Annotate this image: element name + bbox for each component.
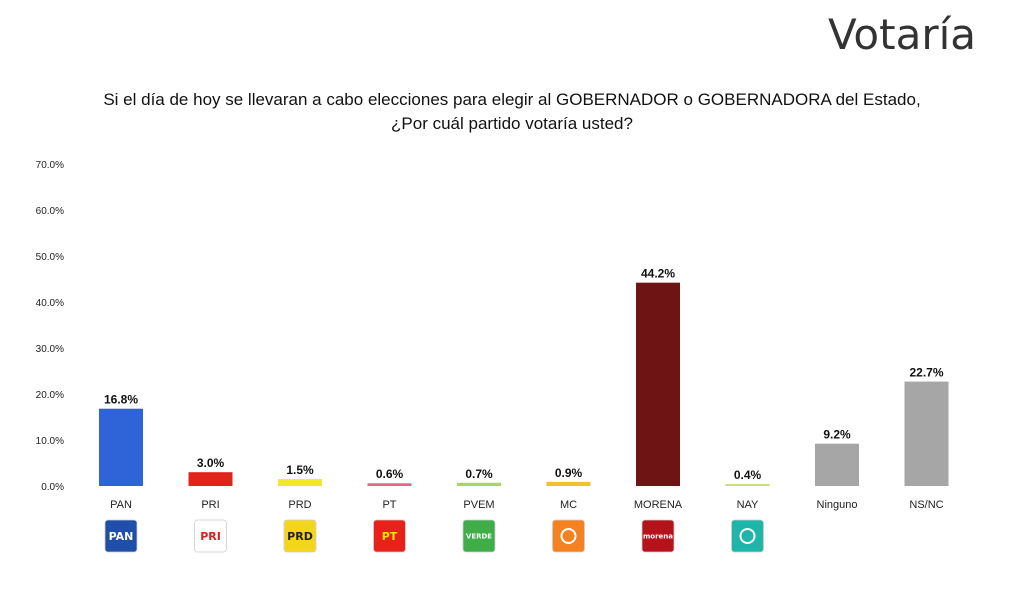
data-label: 16.8% — [104, 393, 138, 407]
bar-pvem — [457, 482, 501, 486]
mc-logo-icon-mark — [560, 528, 577, 544]
bar-pan — [99, 408, 143, 486]
nay-logo-icon — [731, 519, 764, 553]
nay-logo-icon-mark — [739, 528, 756, 544]
y-tick-label: 10.0% — [36, 436, 64, 447]
pan-logo-icon-text: PAN — [109, 530, 134, 543]
data-label: 3.0% — [197, 456, 225, 470]
x-tick-label: PVEM — [463, 499, 494, 511]
data-label: 0.7% — [465, 467, 493, 481]
question-line-2: ¿Por cuál partido votaría usted? — [391, 114, 633, 133]
bar-nsnc — [904, 381, 949, 486]
x-tick-label: NS/NC — [909, 499, 943, 511]
brand-title: Votaría — [827, 10, 976, 59]
bar-prd — [278, 479, 322, 486]
prd-logo-icon-text: PRD — [287, 530, 313, 543]
y-tick-label: 20.0% — [36, 390, 64, 401]
y-tick-label: 50.0% — [36, 252, 64, 263]
y-tick-label: 70.0% — [36, 160, 64, 171]
bar-morena — [636, 282, 680, 486]
bar-mc — [546, 481, 591, 486]
data-label: 0.4% — [734, 468, 762, 482]
x-tick-label: Ninguno — [817, 499, 858, 511]
data-label: 1.5% — [286, 463, 314, 477]
pvem-logo-icon-text: VERDE — [466, 533, 492, 541]
bar-pri — [188, 472, 233, 486]
pan-logo-icon — [104, 519, 138, 553]
x-tick-label: PRI — [201, 499, 219, 511]
pri-logo-icon-text: PRI — [200, 530, 221, 543]
x-tick-label: NAY — [737, 499, 759, 511]
data-label: 0.9% — [555, 466, 583, 480]
data-label: 22.7% — [909, 366, 943, 380]
question-line-1: Si el día de hoy se llevaran a cabo elec… — [103, 90, 921, 109]
pt-logo-icon — [373, 519, 406, 553]
data-label: 9.2% — [823, 428, 851, 442]
morena-logo-icon-text: morena — [643, 533, 673, 541]
y-tick-label: 60.0% — [36, 206, 64, 217]
y-tick-label: 0.0% — [41, 482, 64, 493]
pri-logo-icon — [194, 519, 227, 553]
pvem-logo-icon — [462, 519, 496, 553]
pt-logo-icon-text: PT — [382, 530, 398, 543]
x-tick-label: PT — [382, 499, 396, 511]
data-label: 44.2% — [641, 267, 675, 281]
data-label: 0.6% — [376, 467, 404, 481]
survey-question: Si el día de hoy se llevaran a cabo elec… — [40, 88, 984, 136]
y-tick-label: 30.0% — [36, 344, 64, 355]
y-tick-label: 40.0% — [36, 298, 64, 309]
x-tick-label: PRD — [288, 499, 311, 511]
prd-logo-icon — [283, 519, 317, 553]
bar-ninguno — [815, 443, 859, 486]
morena-logo-icon — [641, 519, 675, 553]
mc-logo-icon — [552, 519, 585, 553]
bar-nay — [725, 484, 770, 486]
x-tick-label: MORENA — [634, 499, 683, 511]
x-tick-label: MC — [560, 499, 577, 511]
x-tick-label: PAN — [110, 499, 132, 511]
bar-pt — [367, 483, 412, 486]
